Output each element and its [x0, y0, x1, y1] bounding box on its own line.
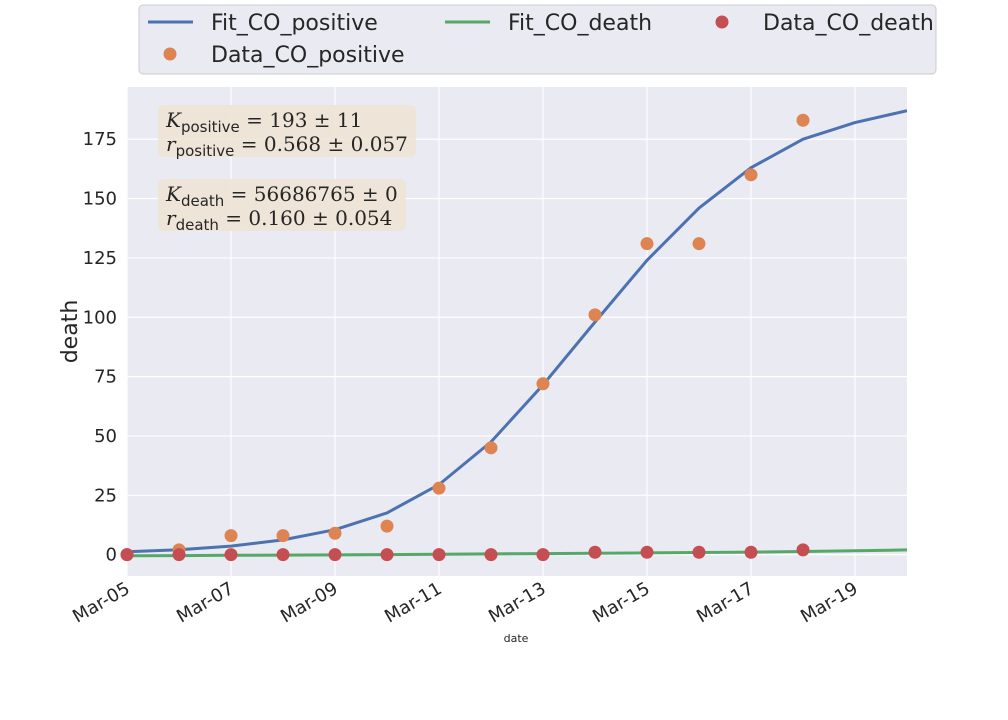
y-tick-label: 150: [83, 189, 117, 210]
annotation-text: Kpositive = 193 ± 11: [165, 108, 362, 136]
legend-dot-marker: [163, 47, 177, 61]
annotation-text: rdeath = 0.160 ± 0.054: [166, 206, 392, 234]
x-tick-label: Mar-05: [69, 578, 133, 627]
annotation-text: rpositive = 0.568 ± 0.057: [166, 132, 408, 160]
series-line-fit-co-death: [127, 548, 907, 558]
series-layer: [120, 109, 907, 562]
data-point-data-co-death: [744, 545, 758, 559]
annotation-text: Kdeath = 56686765 ± 0: [165, 182, 398, 210]
x-tick-label: Mar-17: [693, 578, 757, 627]
legend-entry-fit-co-death: Fit_CO_death: [445, 11, 652, 36]
data-point-data-co-death: [172, 548, 186, 562]
series-line-fit-co-positive: [127, 109, 907, 554]
x-tick-label: Mar-15: [589, 578, 653, 627]
data-point-data-co-death: [328, 548, 342, 562]
data-point-data-co-positive: [744, 168, 758, 182]
y-tick-label: 25: [94, 485, 117, 506]
data-point-data-co-death: [536, 548, 550, 562]
y-tick-label: 125: [83, 248, 117, 269]
data-point-data-co-positive: [224, 529, 238, 543]
data-point-data-co-positive: [588, 308, 602, 322]
data-point-data-co-death: [380, 548, 394, 562]
legend-label: Fit_CO_death: [508, 11, 652, 36]
y-axis: 0 25 50 75 100 125 150 175: [83, 129, 117, 565]
legend-entry-data-co-death: Data_CO_death: [715, 11, 934, 36]
data-point-data-co-positive: [536, 377, 550, 391]
data-point-data-co-death: [276, 548, 290, 562]
data-point-data-co-positive: [328, 526, 342, 540]
data-point-data-co-death: [640, 545, 654, 559]
legend-label: Data_CO_positive: [211, 43, 405, 68]
annotation-box: [158, 105, 416, 157]
y-tick-label: 75: [94, 367, 117, 388]
legend-box: [138, 4, 937, 75]
x-tick-label: Mar-09: [277, 578, 341, 627]
data-point-data-co-positive: [640, 237, 654, 251]
y-tick-label: 0: [106, 545, 117, 566]
data-point-data-co-death: [588, 545, 602, 559]
legend: Fit_CO_positive Fit_CO_death Data_CO_death…: [138, 4, 937, 75]
plot-area: [127, 87, 907, 576]
legend-label: Data_CO_death: [763, 11, 934, 36]
y-tick-label: 50: [94, 426, 117, 447]
data-point-data-co-positive: [796, 113, 810, 127]
y-axis-label: death: [58, 300, 83, 364]
data-point-data-co-death: [692, 545, 706, 559]
legend-entry-fit-co-positive: Fit_CO_positive: [148, 11, 378, 36]
data-point-data-co-death: [120, 548, 134, 562]
data-point-data-co-positive: [276, 529, 290, 543]
y-tick-label: 100: [83, 307, 117, 328]
annotation-box: [158, 179, 406, 231]
x-axis-label: date: [504, 632, 529, 645]
x-tick-label: Mar-07: [173, 578, 237, 627]
legend-label: Fit_CO_positive: [211, 11, 378, 36]
data-point-data-co-positive: [380, 519, 394, 533]
data-point-data-co-positive: [432, 481, 446, 495]
grid: [126, 87, 907, 576]
x-tick-label: Mar-13: [485, 578, 549, 627]
y-tick-label: 175: [83, 129, 117, 150]
data-point-data-co-positive: [484, 441, 498, 455]
data-point-data-co-death: [484, 548, 498, 562]
data-point-data-co-death: [224, 548, 238, 562]
x-tick-label: Mar-19: [797, 578, 861, 627]
data-point-data-co-death: [432, 548, 446, 562]
x-tick-label: Mar-11: [381, 578, 445, 627]
legend-dot-marker: [715, 15, 729, 29]
legend-entry-data-co-positive: Data_CO_positive: [163, 43, 405, 68]
data-point-data-co-death: [796, 543, 810, 557]
x-axis: Mar-05 Mar-07 Mar-09 Mar-11 Mar-13 Mar-15 Mar-…: [69, 578, 861, 627]
data-point-data-co-positive: [692, 237, 706, 251]
